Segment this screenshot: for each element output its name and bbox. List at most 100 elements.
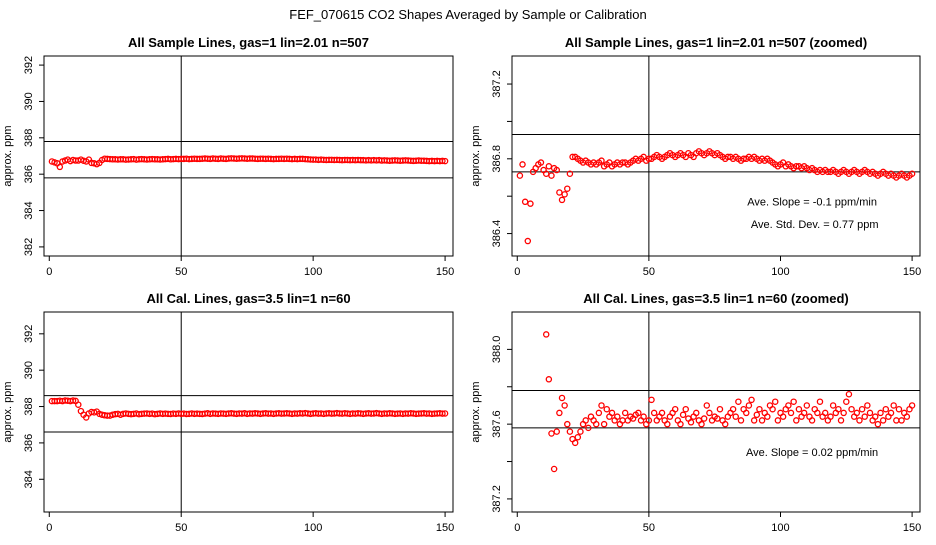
data-point [569, 153, 576, 161]
data-point [548, 172, 555, 179]
panel-p3: All Cal. Lines, gas=3.5 lin=1 n=60 approx… [2, 291, 454, 534]
data-point [858, 405, 866, 413]
data-point [714, 415, 721, 422]
x-tick-label: 150 [903, 266, 921, 278]
data-point [600, 420, 608, 428]
plot-frame [511, 311, 921, 513]
data-point [824, 168, 832, 176]
data-point [793, 417, 800, 424]
data-point [553, 428, 560, 435]
data-point [840, 409, 847, 417]
data-point [803, 402, 811, 409]
data-point [558, 394, 566, 402]
x-tick-label: 100 [771, 522, 789, 534]
data-point [893, 417, 900, 424]
data-point [843, 398, 850, 405]
data-point [700, 415, 708, 422]
data-point [521, 198, 529, 206]
data-point [585, 424, 592, 432]
data-point [785, 402, 792, 409]
y-axis-label: approx. ppm [2, 381, 14, 442]
plot-frame [43, 311, 454, 513]
data-point [619, 159, 626, 166]
x-tick-label: 50 [175, 522, 187, 534]
data-point [848, 405, 855, 413]
data-point [577, 428, 584, 435]
y-tick-label: 382 [23, 238, 35, 256]
y-tick-label: 392 [23, 56, 35, 74]
x-tick-label: 50 [643, 522, 655, 534]
data-point [787, 409, 795, 417]
data-point [861, 413, 868, 420]
data-point [737, 417, 745, 424]
data-point [874, 420, 882, 428]
x-tick-label: 150 [436, 266, 454, 278]
data-point [561, 191, 568, 198]
data-point [835, 405, 842, 413]
panel-title: All Cal. Lines, gas=3.5 lin=1 n=60 [146, 291, 350, 306]
data-point [769, 405, 776, 413]
y-tick-label: 387.2 [491, 70, 503, 98]
data-point [75, 401, 82, 408]
data-point [750, 417, 758, 424]
x-tick-label: 0 [514, 522, 520, 534]
y-tick-label: 384 [23, 470, 35, 488]
data-point [837, 417, 845, 424]
data-point [592, 420, 600, 428]
x-tick-label: 150 [436, 522, 454, 534]
x-tick-label: 100 [304, 266, 322, 278]
y-tick-label: 388.0 [491, 336, 503, 364]
data-point [542, 331, 550, 338]
data-point [648, 396, 655, 404]
data-point [753, 411, 761, 419]
y-tick-label: 384 [23, 201, 35, 219]
data-point [603, 405, 611, 413]
data-point [703, 402, 711, 409]
data-point [558, 196, 566, 204]
data-point [545, 163, 553, 170]
data-point [619, 417, 626, 424]
data-point [771, 398, 779, 405]
x-tick-label: 100 [304, 522, 322, 534]
data-point [790, 398, 797, 405]
data-point [564, 420, 571, 428]
data-point [795, 405, 803, 413]
data-point [439, 410, 446, 417]
data-point [439, 157, 446, 165]
data-point [682, 405, 689, 413]
y-tick-label: 386.8 [491, 145, 503, 173]
x-tick-label: 100 [771, 266, 789, 278]
data-point [677, 420, 684, 428]
data-point [687, 419, 695, 426]
data-point [735, 398, 742, 405]
data-point [721, 420, 729, 428]
figure-title: FEF_070615 CO2 Shapes Averaged by Sample… [289, 7, 646, 22]
y-tick-label: 388 [23, 397, 35, 415]
data-point [856, 417, 863, 424]
x-tick-label: 0 [514, 266, 520, 278]
data-point [645, 155, 653, 163]
data-point [621, 409, 629, 417]
panel-title: All Sample Lines, gas=1 lin=2.01 n=507 (… [565, 35, 867, 50]
data-point [524, 237, 532, 245]
data-point [556, 189, 563, 196]
data-point [872, 413, 879, 420]
data-point [640, 413, 647, 420]
data-point [887, 409, 895, 417]
y-tick-label: 386.4 [491, 220, 503, 248]
data-point [566, 428, 574, 435]
data-point [800, 409, 808, 417]
data-point [764, 413, 771, 420]
data-point [548, 430, 555, 437]
data-point [698, 420, 705, 428]
data-point [566, 170, 574, 178]
data-point [827, 413, 834, 420]
data-point [527, 200, 534, 207]
data-point [879, 417, 887, 424]
data-point [890, 402, 897, 409]
data-point [574, 433, 582, 441]
data-point [519, 161, 526, 168]
data-point [864, 402, 871, 409]
